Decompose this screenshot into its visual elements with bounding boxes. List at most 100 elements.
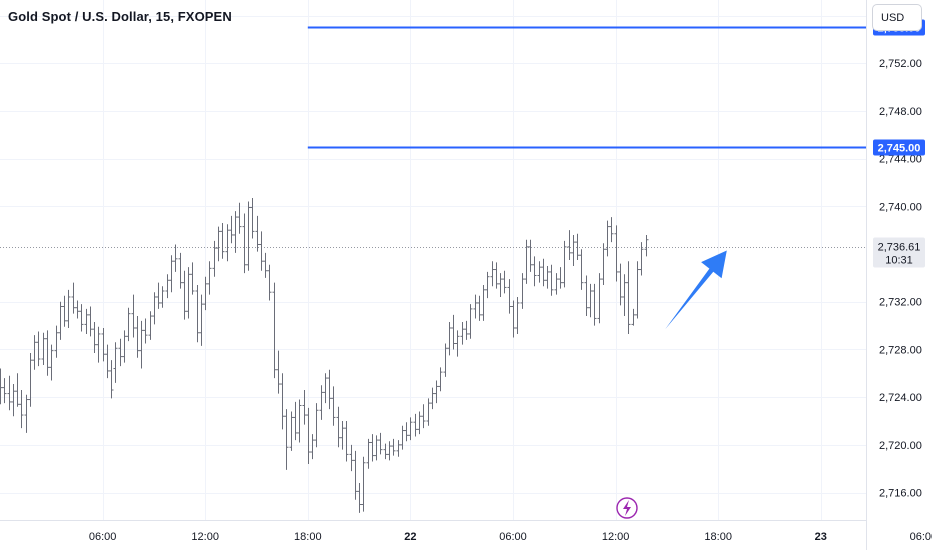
ohlc-bar — [515, 296, 520, 334]
ohlc-bar — [284, 409, 289, 470]
ohlc-bar — [631, 308, 636, 326]
ohlc-bar — [220, 223, 225, 259]
ohlc-bar — [152, 292, 157, 325]
ohlc-bar — [635, 261, 640, 319]
symbol-title: Gold Spot / U.S. Dollar, 15, FXOPEN — [8, 9, 232, 24]
ohlc-bar — [302, 390, 307, 425]
ohlc-bar — [216, 226, 221, 262]
ohlc-bar — [84, 308, 89, 334]
ohlc-bar — [532, 256, 537, 287]
ohlc-bar — [438, 367, 443, 392]
ohlc-bar — [203, 276, 208, 311]
ohlc-bar — [92, 322, 97, 354]
ohlc-bar — [383, 443, 388, 460]
ohlc-bar — [297, 399, 302, 443]
ohlc-bar — [567, 230, 572, 260]
ohlc-bar — [434, 380, 439, 404]
price-tick-label: 2,752.00 — [879, 58, 922, 70]
ohlc-bar — [293, 401, 298, 441]
ohlc-bar — [340, 421, 345, 450]
ohlc-bar — [126, 307, 131, 342]
ohlc-bar — [267, 264, 272, 301]
ohlc-bar — [366, 438, 371, 469]
ohlc-bar — [28, 353, 33, 407]
time-tick-label: 12:00 — [602, 531, 630, 543]
ohlc-bar — [421, 404, 426, 429]
ohlc-bar — [195, 285, 200, 343]
ohlc-bar — [32, 335, 37, 370]
lightning-icon[interactable] — [616, 497, 638, 519]
ohlc-bar — [605, 220, 610, 257]
ohlc-bar — [135, 316, 140, 358]
last-price-countdown: 10:31 — [885, 255, 913, 267]
ohlc-bar — [314, 403, 319, 448]
ohlc-bar — [562, 240, 567, 288]
ohlc-bar — [148, 311, 153, 340]
ohlc-bar — [520, 273, 525, 309]
time-tick-label: 22 — [404, 531, 416, 543]
ohlc-bar — [71, 282, 76, 314]
ohlc-bar — [101, 327, 106, 362]
price-tick-label: 2,740.00 — [879, 201, 922, 213]
ohlc-bar — [75, 300, 80, 319]
ohlc-bar — [571, 234, 576, 266]
ohlc-bar — [396, 440, 401, 457]
ohlc-bar — [455, 330, 460, 357]
time-tick-label: 18:00 — [294, 531, 322, 543]
price-tick-label: 2,720.00 — [879, 440, 922, 452]
last-price-box — [873, 237, 925, 268]
ohlc-bar — [618, 263, 623, 306]
ohlc-bar — [233, 211, 238, 253]
level-label: 2,745.00 — [873, 139, 925, 156]
trend-arrow-shape — [665, 250, 727, 330]
ohlc-bar — [306, 407, 311, 464]
ohlc-bar — [485, 271, 490, 299]
ohlc-bar — [494, 262, 499, 289]
ohlc-bar — [105, 344, 110, 379]
ohlc-bar — [579, 249, 584, 290]
time-tick-label: 23 — [815, 531, 827, 543]
time-axis-background — [0, 520, 866, 550]
ohlc-bar — [331, 386, 336, 426]
ohlc-bar — [289, 411, 294, 451]
price-tick-label: 2,716.00 — [879, 488, 922, 500]
ohlc-bar — [464, 320, 469, 340]
ohlc-bar — [430, 387, 435, 410]
trend-arrow[interactable] — [665, 250, 727, 330]
ohlc-bar — [387, 441, 392, 461]
ohlc-bar — [473, 294, 478, 319]
ohlc-bar — [622, 274, 627, 317]
ohlc-bar — [24, 394, 29, 433]
ohlc-bar — [246, 201, 251, 271]
time-tick-label: 06:00 — [89, 531, 117, 543]
ohlc-bar — [400, 425, 405, 450]
ohlc-bar — [588, 283, 593, 318]
ohlc-bar — [537, 261, 542, 283]
ohlc-bar — [507, 279, 512, 314]
ohlc-bar — [54, 325, 59, 358]
ohlc-bar — [609, 217, 614, 243]
ohlc-bar — [173, 244, 178, 272]
level-label-text: 2,745.00 — [878, 143, 921, 155]
ohlc-bar — [182, 270, 187, 320]
time-axis[interactable]: 06:00 12:00 18:00 22 06:00 12:00 18:00 23 06:00 — [89, 531, 932, 543]
ohlc-bar — [276, 350, 281, 394]
ohlc-bar — [528, 239, 533, 272]
currency-button[interactable]: USD — [872, 4, 922, 31]
ohlc-bar — [11, 384, 16, 417]
ohlc-bar — [212, 240, 217, 277]
ohlc-bar — [169, 255, 174, 293]
ohlc-bar — [626, 261, 631, 334]
price-tick-label: 2,728.00 — [879, 344, 922, 356]
ohlc-bar — [178, 252, 183, 289]
ohlc-bar — [250, 197, 255, 239]
ohlc-bar — [207, 261, 212, 295]
ohlc-bar — [229, 215, 234, 244]
ohlc-bar — [549, 264, 554, 296]
ohlc-bar — [131, 294, 136, 338]
ohlc-bar — [344, 421, 349, 462]
ohlc-bar — [391, 438, 396, 456]
